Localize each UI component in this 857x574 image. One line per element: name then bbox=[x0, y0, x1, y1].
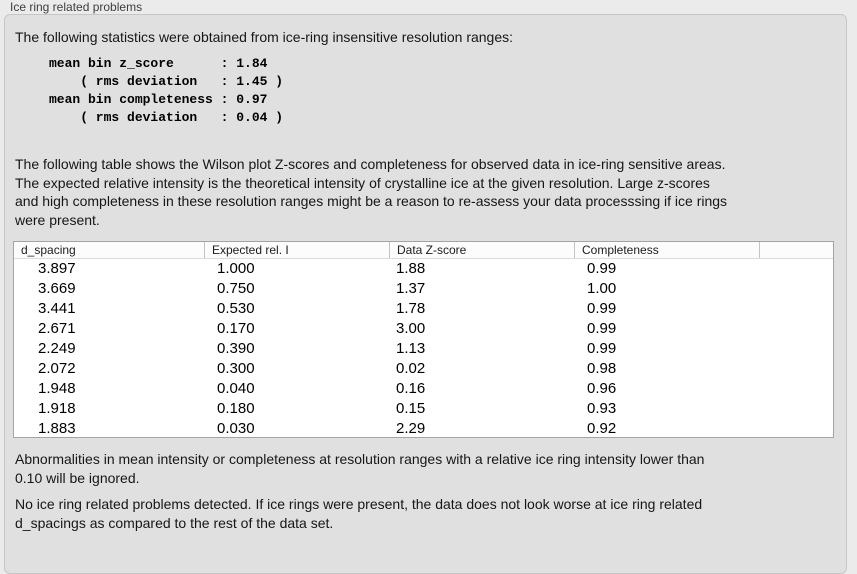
table-cell: 3.669 bbox=[38, 280, 76, 297]
table-cell: 1.37 bbox=[396, 280, 426, 297]
table-body: 3.897 1.000 1.88 0.99 3.669 0.750 1.37 1.00 3.44… bbox=[14, 259, 833, 437]
table-cell: 2.072 bbox=[38, 360, 76, 377]
table-row[interactable]: 2.671 0.170 3.00 0.99 bbox=[14, 319, 833, 339]
table-cell: 0.040 bbox=[217, 380, 255, 397]
table-cell: 0.92 bbox=[587, 420, 617, 437]
table-cell: 1.88 bbox=[396, 260, 426, 277]
table-row[interactable]: 3.669 0.750 1.37 1.00 bbox=[14, 279, 833, 299]
column-header-expected-rel-i[interactable]: Expected rel. I bbox=[204, 242, 389, 258]
ice-ring-groupbox: The following statistics were obtained f… bbox=[4, 14, 847, 574]
table-cell: 3.441 bbox=[38, 300, 76, 317]
column-header-blank[interactable] bbox=[759, 242, 833, 258]
table-cell: 0.93 bbox=[587, 400, 617, 417]
table-cell: 0.030 bbox=[217, 420, 255, 437]
ice-ring-table: d_spacing Expected rel. I Data Z-score Comp… bbox=[13, 241, 834, 438]
table-cell: 0.15 bbox=[396, 400, 426, 417]
table-cell: 0.99 bbox=[587, 320, 617, 337]
stats-block: mean bin z_score : 1.84 ( rms deviation … bbox=[49, 56, 284, 125]
table-row[interactable]: 1.883 0.030 2.29 0.92 bbox=[14, 419, 833, 437]
table-cell: 0.390 bbox=[217, 340, 255, 357]
table-row[interactable]: 1.918 0.180 0.15 0.93 bbox=[14, 399, 833, 419]
table-cell: 0.96 bbox=[587, 380, 617, 397]
table-row[interactable]: 1.948 0.040 0.16 0.96 bbox=[14, 379, 833, 399]
intro-text: The following statistics were obtained f… bbox=[15, 29, 514, 45]
table-cell: 3.00 bbox=[396, 320, 426, 337]
table-cell: 2.671 bbox=[38, 320, 76, 337]
table-cell: 1.00 bbox=[587, 280, 617, 297]
column-header-data-z-score[interactable]: Data Z-score bbox=[389, 242, 574, 258]
column-header-d-spacing[interactable]: d_spacing bbox=[21, 243, 76, 257]
table-row[interactable]: 2.072 0.300 0.02 0.98 bbox=[14, 359, 833, 379]
column-header-completeness[interactable]: Completeness bbox=[574, 242, 759, 258]
table-cell: 0.750 bbox=[217, 280, 255, 297]
table-cell: 0.99 bbox=[587, 340, 617, 357]
groupbox-label: Ice ring related problems bbox=[10, 0, 143, 14]
table-cell: 0.180 bbox=[217, 400, 255, 417]
table-cell: 1.948 bbox=[38, 380, 76, 397]
table-cell: 3.897 bbox=[38, 260, 76, 277]
table-cell: 0.99 bbox=[587, 300, 617, 317]
table-cell: 0.16 bbox=[396, 380, 426, 397]
table-cell: 1.13 bbox=[396, 340, 426, 357]
conclusion-text: No ice ring related problems detected. I… bbox=[15, 496, 703, 531]
table-cell: 1.78 bbox=[396, 300, 426, 317]
table-row[interactable]: 3.897 1.000 1.88 0.99 bbox=[14, 259, 833, 279]
table-cell: 2.29 bbox=[396, 420, 426, 437]
table-cell: 0.99 bbox=[587, 260, 617, 277]
table-cell: 1.000 bbox=[217, 260, 255, 277]
table-cell: 0.300 bbox=[217, 360, 255, 377]
table-cell: 0.02 bbox=[396, 360, 426, 377]
table-cell: 1.883 bbox=[38, 420, 76, 437]
table-cell: 0.170 bbox=[217, 320, 255, 337]
table-cell: 0.530 bbox=[217, 300, 255, 317]
table-cell: 1.918 bbox=[38, 400, 76, 417]
table-row[interactable]: 2.249 0.390 1.13 0.99 bbox=[14, 339, 833, 359]
table-cell: 2.249 bbox=[38, 340, 76, 357]
table-description: The following table shows the Wilson plo… bbox=[15, 156, 728, 228]
table-header-row: d_spacing Expected rel. I Data Z-score Comp… bbox=[14, 242, 833, 259]
table-cell: 0.98 bbox=[587, 360, 617, 377]
table-row[interactable]: 3.441 0.530 1.78 0.99 bbox=[14, 299, 833, 319]
ignore-note: Abnormalities in mean intensity or compl… bbox=[15, 451, 705, 486]
